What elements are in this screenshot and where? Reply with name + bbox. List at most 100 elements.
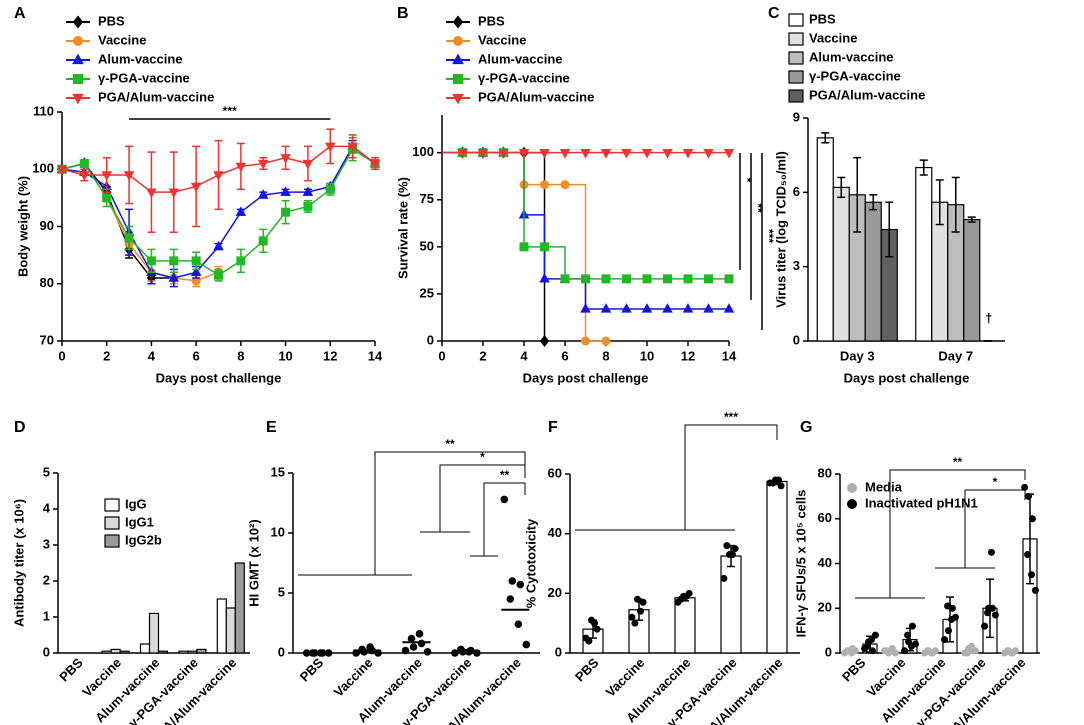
y-tick-label: 4 xyxy=(43,500,51,515)
data-point xyxy=(302,649,311,657)
data-point xyxy=(908,622,916,630)
y-tick-label: 25 xyxy=(420,285,434,300)
panel-letter: E xyxy=(266,419,277,436)
data-point xyxy=(769,479,777,487)
y-tick-label: 60 xyxy=(548,465,562,480)
data-point xyxy=(522,640,531,649)
y-tick-label: 0 xyxy=(427,332,434,347)
marker xyxy=(601,274,611,284)
marker xyxy=(703,303,714,313)
bar xyxy=(720,555,742,654)
y-axis-label: Antibody titer (x 10⁶) xyxy=(11,499,26,627)
data-point xyxy=(374,649,382,657)
bar xyxy=(864,201,882,342)
legend-swatch xyxy=(104,516,120,530)
marker xyxy=(369,159,381,170)
marker xyxy=(518,148,530,159)
legend-label: PBS xyxy=(478,13,505,28)
bar xyxy=(234,562,245,654)
marker xyxy=(723,303,735,313)
x-tick-label: PBS xyxy=(56,655,86,685)
marker xyxy=(257,159,269,170)
significance: ** xyxy=(751,203,765,213)
bar xyxy=(178,650,189,654)
data-point xyxy=(1028,571,1035,579)
x-tick-label: 8 xyxy=(237,348,244,363)
data-point xyxy=(988,604,996,612)
marker xyxy=(168,188,180,198)
y-tick-label: 0 xyxy=(793,332,800,347)
legend-label: γ-PGA-vaccine xyxy=(478,70,570,85)
y-tick-label: 3 xyxy=(793,258,800,273)
data-point xyxy=(1028,515,1036,523)
y-tick-label: 20 xyxy=(548,585,562,600)
marker xyxy=(190,182,202,193)
y-tick-label: 10 xyxy=(271,524,285,539)
marker xyxy=(124,233,134,243)
y-tick-label: 2 xyxy=(43,572,50,587)
data-point xyxy=(981,622,989,630)
marker xyxy=(146,188,157,198)
marker xyxy=(498,148,509,159)
legend-marker xyxy=(847,499,857,509)
panel-letter: G xyxy=(800,419,812,436)
y-tick-label: 15 xyxy=(271,464,285,479)
significance-bracket xyxy=(855,469,1026,599)
bar xyxy=(148,612,160,654)
data-point xyxy=(316,649,325,657)
legend-marker xyxy=(452,53,464,65)
marker xyxy=(214,270,223,280)
marker xyxy=(302,159,314,170)
x-axis-label: Days post challenge xyxy=(156,370,282,385)
x-tick-label: PBS xyxy=(839,655,869,685)
marker xyxy=(600,303,612,313)
step-line xyxy=(503,151,525,185)
significance: ** xyxy=(953,455,963,469)
legend-marker xyxy=(72,93,84,105)
significance-bracket xyxy=(935,489,1026,569)
step-line xyxy=(565,278,587,309)
y-tick-label: 6 xyxy=(793,184,800,199)
legend-marker xyxy=(453,36,463,46)
y-tick-label: 80 xyxy=(818,465,832,480)
x-tick-label: 6 xyxy=(193,348,200,363)
data-point xyxy=(731,545,739,553)
x-tick-label: Day 3 xyxy=(840,348,875,363)
legend-marker xyxy=(452,93,464,105)
data-point xyxy=(500,495,509,504)
data-point xyxy=(729,551,736,559)
x-tick-label: 2 xyxy=(479,348,486,363)
legend-swatch xyxy=(788,51,804,65)
data-point xyxy=(585,637,593,645)
legend-swatch xyxy=(104,534,120,548)
data-point xyxy=(941,636,949,644)
marker xyxy=(580,303,591,313)
bar xyxy=(674,597,696,654)
x-axis-label: Days post challenge xyxy=(523,370,649,385)
y-axis-label: Survival rate (%) xyxy=(395,177,410,279)
y-tick-label: 40 xyxy=(548,525,562,540)
legend-marker xyxy=(72,53,84,65)
panel-letter: D xyxy=(14,419,26,436)
x-tick-label: 0 xyxy=(438,348,445,363)
data-point xyxy=(777,482,785,490)
bar xyxy=(816,137,834,342)
significance: *** xyxy=(762,229,776,243)
data-point xyxy=(1024,551,1032,559)
legend-swatch xyxy=(788,89,804,103)
legend-swatch xyxy=(788,70,804,84)
significance: *** xyxy=(724,410,738,424)
marker xyxy=(235,206,247,216)
marker xyxy=(581,336,590,346)
marker xyxy=(682,303,694,313)
data-point xyxy=(358,645,366,654)
significance: * xyxy=(740,178,754,183)
y-tick-label: 0 xyxy=(555,644,562,659)
marker xyxy=(347,142,358,153)
significance-bracket xyxy=(470,482,526,557)
marker xyxy=(559,148,571,159)
marker xyxy=(169,256,179,266)
marker xyxy=(190,266,202,276)
data-point xyxy=(720,574,728,582)
y-tick-label: 100 xyxy=(412,144,434,159)
